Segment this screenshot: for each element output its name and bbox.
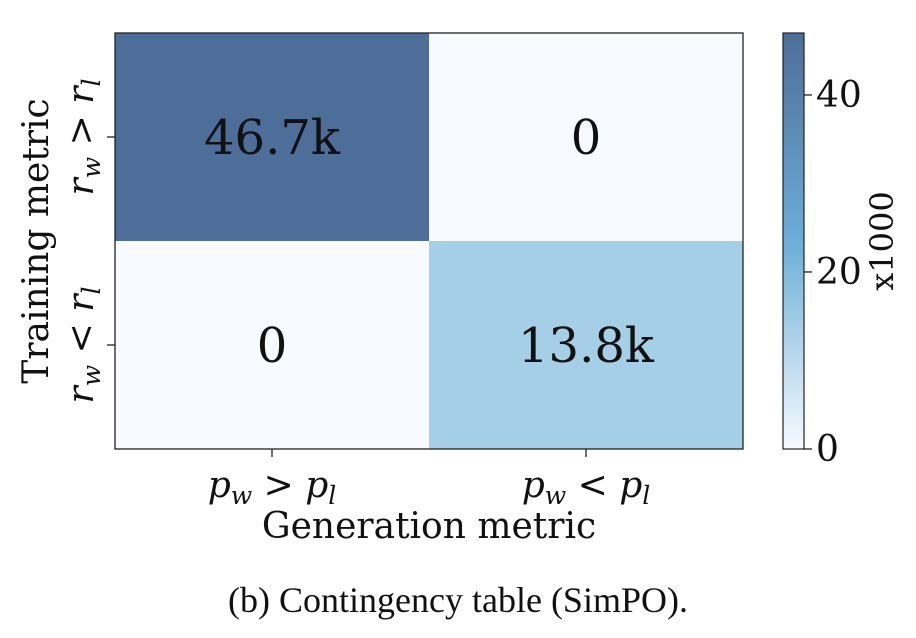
cell-label-r1-c0: 0 [257,318,288,374]
x-axis-label: Generation metric [262,506,596,547]
x-tick-label-1: pw < pl [522,465,651,510]
cell-label-r0-c0: 46.7k [204,110,341,166]
colorbar [782,32,805,450]
colorbar-tick-label-2: 40 [816,75,862,116]
heatmap-cell-r0-c1 [429,33,743,241]
y-axis-ticks: rw > rl rw < rl [61,79,115,404]
heatmap-cell-r1-c1 [429,241,743,449]
heatmap-cell-r0-c0 [115,33,429,241]
figure-caption: (b) Contingency table (SimPO). [228,580,688,620]
plot-frame [114,32,744,450]
colorbar-label: x1000 [863,191,901,290]
heatmap-cell-r1-c0 [115,241,429,449]
colorbar-tick-label-0: 0 [816,429,839,470]
x-axis-ticks: pw > pl pw < pl [208,449,651,510]
y-axis-label: Training metric [16,98,57,383]
x-tick-label-0: pw > pl [208,465,337,510]
y-tick-label-1: rw < rl [61,287,106,404]
heatmap-cells [115,33,743,449]
colorbar-ticks: 0 20 40 [804,75,862,470]
cell-label-r0-c1: 0 [571,110,602,166]
heatmap-cell-labels: 46.7k 0 0 13.8k [204,110,655,374]
y-tick-label-0: rw > rl [61,79,106,196]
cell-label-r1-c1: 13.8k [518,318,655,374]
colorbar-tick-label-1: 20 [816,252,862,293]
